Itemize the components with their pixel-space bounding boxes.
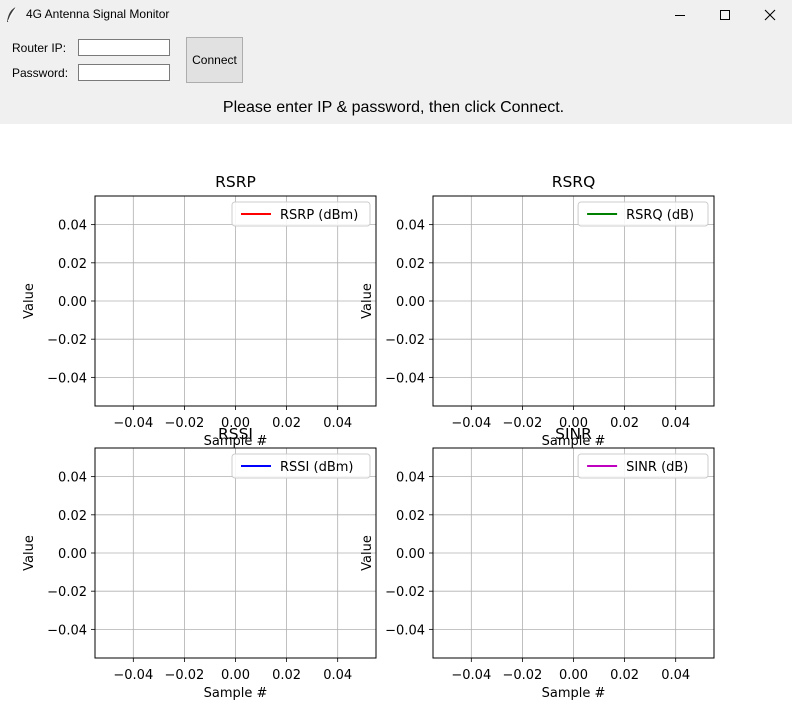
x-tick-label: 0.04	[323, 668, 352, 683]
x-tick-label: 0.04	[661, 416, 690, 431]
y-tick-label: 0.00	[58, 295, 87, 310]
chart-rsrq: −0.04 −0.02 0.00 0.02 0.04 −0.04 −0.02 0.00 0.02…	[360, 173, 715, 449]
x-tick-label: −0.04	[451, 668, 491, 683]
y-tick-label: −0.02	[385, 333, 425, 348]
y-tick-label: 0.02	[396, 257, 425, 272]
x-tick-label: 0.00	[559, 416, 588, 431]
y-tick-label: −0.02	[47, 333, 87, 348]
maximize-button[interactable]	[702, 0, 748, 30]
x-tick-label: 0.02	[610, 668, 639, 683]
y-tick-label: 0.04	[396, 471, 425, 486]
y-tick-label: 0.00	[396, 547, 425, 562]
x-axis-label: Sample #	[542, 434, 606, 449]
y-axis-label: Value	[360, 535, 375, 571]
legend-label: RSSI (dBm)	[280, 460, 353, 475]
minimize-button[interactable]	[657, 0, 703, 30]
legend-label: SINR (dB)	[626, 460, 688, 475]
x-tick-label: 0.04	[323, 416, 352, 431]
y-tick-label: −0.02	[385, 585, 425, 600]
x-tick-label: 0.00	[559, 668, 588, 683]
y-tick-label: 0.04	[396, 219, 425, 234]
x-tick-label: −0.02	[164, 668, 204, 683]
x-tick-label: −0.04	[113, 668, 153, 683]
chart-title: RSRQ	[552, 173, 596, 191]
x-tick-label: −0.04	[113, 416, 153, 431]
x-tick-label: −0.02	[502, 668, 542, 683]
x-tick-label: 0.00	[221, 668, 250, 683]
y-tick-label: 0.02	[396, 509, 425, 524]
chart-title: RSRP	[215, 173, 256, 191]
connection-panel: Router IP: Password: Connect Please ente…	[0, 30, 792, 124]
x-tick-label: −0.02	[502, 416, 542, 431]
router-ip-label: Router IP:	[12, 41, 67, 55]
minimize-icon	[675, 15, 685, 16]
y-tick-label: 0.04	[58, 471, 87, 486]
charts-canvas: −0.04 −0.02 0.00 0.02 0.04 −0.04 −0.02 0.00 0.02…	[22, 173, 715, 701]
y-tick-label: −0.04	[385, 623, 425, 638]
x-tick-label: 0.02	[272, 416, 301, 431]
chart-title: RSSI	[218, 425, 253, 443]
legend-box	[231, 201, 371, 227]
x-axis-label: Sample #	[542, 686, 606, 701]
feather-icon	[7, 6, 17, 22]
password-input[interactable]	[78, 64, 170, 81]
maximize-icon	[720, 10, 730, 20]
x-tick-label: 0.02	[610, 416, 639, 431]
title-bar: 4G Antenna Signal Monitor	[0, 0, 792, 30]
y-tick-label: 0.02	[58, 257, 87, 272]
y-tick-label: −0.04	[385, 371, 425, 386]
legend-label: RSRQ (dB)	[626, 208, 694, 223]
x-tick-label: −0.04	[451, 416, 491, 431]
y-tick-label: 0.04	[58, 219, 87, 234]
y-tick-label: 0.00	[396, 295, 425, 310]
chart-rssi: −0.04 −0.02 0.00 0.02 0.04 −0.04 −0.02 0.00 0.02…	[22, 425, 377, 701]
chart-title: SINR	[555, 425, 592, 443]
window-title: 4G Antenna Signal Monitor	[26, 7, 170, 21]
router-ip-input[interactable]	[78, 39, 170, 56]
y-tick-label: −0.02	[47, 585, 87, 600]
y-tick-label: 0.00	[58, 547, 87, 562]
legend-box	[231, 453, 371, 479]
chart-sinr: −0.04 −0.02 0.00 0.02 0.04 −0.04 −0.02 0.00 0.02…	[360, 425, 715, 701]
status-message: Please enter IP & password, then click C…	[222, 99, 565, 116]
legend-label: RSRP (dBm)	[280, 208, 358, 223]
y-tick-label: 0.02	[58, 509, 87, 524]
y-tick-label: −0.04	[47, 623, 87, 638]
close-icon	[764, 9, 776, 21]
y-tick-label: −0.04	[47, 371, 87, 386]
x-axis-label: Sample #	[204, 434, 268, 449]
password-label: Password:	[12, 66, 69, 80]
connect-button[interactable]: Connect	[186, 37, 243, 83]
legend-box	[577, 453, 709, 479]
x-tick-label: −0.02	[164, 416, 204, 431]
x-tick-label: 0.04	[661, 668, 690, 683]
legend-box	[577, 201, 709, 227]
close-button[interactable]	[747, 0, 792, 30]
chart-rsrp: −0.04 −0.02 0.00 0.02 0.04 −0.04 −0.02 0.00 0.02…	[22, 173, 377, 449]
x-tick-label: 0.02	[272, 668, 301, 683]
y-axis-label: Value	[22, 535, 37, 571]
y-axis-label: Value	[360, 283, 375, 319]
y-axis-label: Value	[22, 283, 37, 319]
x-tick-label: 0.00	[221, 416, 250, 431]
x-axis-label: Sample #	[204, 686, 268, 701]
